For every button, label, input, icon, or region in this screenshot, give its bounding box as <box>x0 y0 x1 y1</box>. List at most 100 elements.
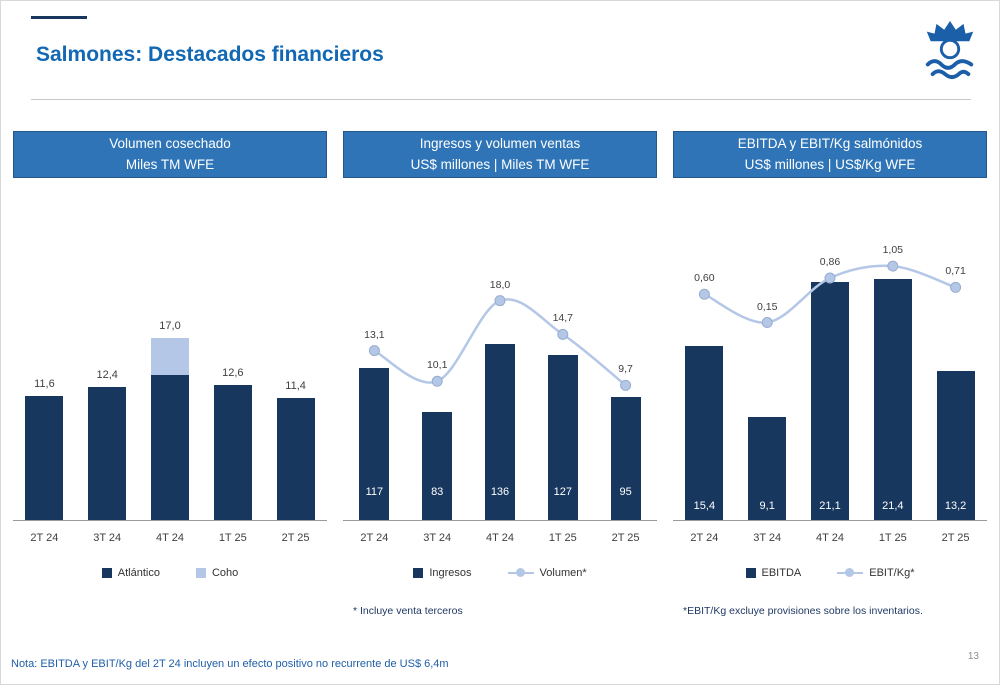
category-label: 2T 25 <box>281 532 310 544</box>
bar-segment <box>610 396 641 520</box>
line-point-label: 10,1 <box>426 359 448 372</box>
category-label: 4T 24 <box>816 532 844 544</box>
category-label: 1T 25 <box>548 532 577 544</box>
line-point-label: 0,71 <box>945 265 966 278</box>
line-series <box>368 295 632 391</box>
banner-line2: US$ millones | US$/Kg WFE <box>744 156 916 172</box>
bar-segment <box>748 417 787 520</box>
category-label: 2T 24 <box>360 532 389 544</box>
category-label: 2T 25 <box>611 532 640 544</box>
accent-line <box>31 16 87 19</box>
bar-value-label: 17,0 <box>159 319 181 332</box>
line-point-label: 0,86 <box>819 255 841 268</box>
charts-row: 11,6 12,4 17,0 12,6 11,4 2T 24 3T 24 4T 24 1T 2… <box>13 241 987 617</box>
footer-note: Nota: EBITDA y EBIT/Kg del 2T 24 incluye… <box>11 658 449 670</box>
legend-swatch-icon <box>745 568 756 578</box>
bar-segment <box>936 371 975 520</box>
legend-swatch-icon <box>101 568 112 578</box>
line-point-label: 0,15 <box>756 300 778 313</box>
category-label: 4T 24 <box>156 532 184 544</box>
banner-line2: Miles TM WFE <box>125 156 215 172</box>
legend-label: Atlántico <box>117 567 160 579</box>
chart-headers: Volumen cosechado Miles TM WFE Ingresos … <box>13 131 987 178</box>
bar-segment <box>213 384 252 520</box>
legend-label: EBIT/Kg* <box>869 567 915 579</box>
legend-label: Coho <box>211 567 239 579</box>
line-point-label: 14,7 <box>552 312 574 325</box>
bar-value-label: 127 <box>553 486 572 498</box>
neptune-logo-icon <box>925 21 974 79</box>
bar-segment <box>685 346 724 520</box>
chart-header-ingresos: Ingresos y volumen ventas US$ millones |… <box>343 131 657 178</box>
bar-value-label: 13,2 <box>944 500 967 512</box>
line-point-label: 0,60 <box>694 272 715 285</box>
bar-value-label: 12,4 <box>96 368 118 381</box>
category-label: 3T 24 <box>423 532 452 544</box>
banner-line1: Ingresos y volumen ventas <box>419 136 581 152</box>
page-title: Salmones: Destacados financieros <box>36 43 384 66</box>
line-point-label: 1,05 <box>882 244 904 257</box>
bar-segment <box>485 343 515 520</box>
chart-legend: Atlántico Coho <box>13 567 327 579</box>
banner-line1: EBITDA y EBIT/Kg salmónidos <box>737 136 923 152</box>
line-point-label: 13,1 <box>364 328 385 341</box>
line-marker-icon <box>620 379 632 391</box>
category-label: 2T 24 <box>30 532 59 544</box>
bar-value-label: 9,1 <box>759 500 775 512</box>
category-label: 2T 24 <box>690 532 719 544</box>
bar-value-label: 83 <box>431 486 444 498</box>
bar-segment <box>811 282 849 520</box>
bar-segment <box>88 386 127 520</box>
category-label: 2T 25 <box>941 532 970 544</box>
bar-value-label: 117 <box>365 486 384 498</box>
chart-legend: Ingresos Volumen* <box>343 567 657 579</box>
line-marker-icon <box>557 328 569 340</box>
bar-value-label: 21,1 <box>819 500 841 512</box>
legend-item-ebitda: EBITDA <box>745 567 801 579</box>
legend-item-ebit-kg-: EBIT/Kg* <box>837 567 914 579</box>
line-marker-icon <box>698 288 710 300</box>
line-marker-icon <box>761 317 773 329</box>
chart-footnote: * Incluye venta terceros <box>353 605 463 617</box>
legend-line-marker-icon <box>837 568 864 578</box>
legend-swatch-icon <box>413 568 424 578</box>
legend-item-atl-ntico: Atlántico <box>101 567 160 579</box>
title-divider <box>31 99 971 100</box>
line-marker-icon <box>431 375 443 387</box>
bar-segment <box>873 278 912 520</box>
category-label: 3T 24 <box>93 532 122 544</box>
chart-ingresos-volumen-ventas: 117 83 136 127 95 13,1 10,1 18,0 14,7 9,7 2T 24 3T… <box>343 241 657 617</box>
chart-header-volumen: Volumen cosechado Miles TM WFE <box>13 131 327 178</box>
bar-value-label: 21,4 <box>882 500 904 512</box>
plot-area: 15,4 9,1 21,1 21,4 13,2 0,60 0,15 0,86 1,05 0,71 <box>673 241 987 521</box>
line-marker-icon <box>950 281 962 293</box>
category-label: 1T 25 <box>218 532 247 544</box>
category-label: 3T 24 <box>753 532 782 544</box>
line-marker-icon <box>494 295 506 307</box>
chart-legend: EBITDA EBIT/Kg* <box>673 567 987 579</box>
category-axis: 2T 24 3T 24 4T 24 1T 25 2T 25 <box>13 521 327 555</box>
legend-item-coho: Coho <box>195 567 239 579</box>
bar-segment <box>359 368 390 520</box>
bar-segment <box>547 355 578 520</box>
legend-line-marker-icon <box>507 568 534 578</box>
bar-segment <box>25 395 64 520</box>
category-label: 4T 24 <box>486 532 514 544</box>
bar-segment <box>276 397 315 520</box>
bar-value-label: 15,4 <box>693 500 716 512</box>
category-axis: 2T 24 3T 24 4T 24 1T 25 2T 25 <box>343 521 657 555</box>
line-marker-icon <box>887 260 899 272</box>
bar-value-label: 11,6 <box>34 377 55 390</box>
chart-volumen-cosechado: 11,6 12,4 17,0 12,6 11,4 2T 24 3T 24 4T 24 1T 2… <box>13 241 327 617</box>
category-label: 1T 25 <box>878 532 907 544</box>
bar-segment <box>422 412 453 520</box>
page-number: 13 <box>967 651 979 662</box>
line-marker-icon <box>368 345 380 357</box>
bar-value-label: 11,4 <box>285 379 306 392</box>
legend-label: Ingresos <box>429 567 472 579</box>
line-marker-icon <box>824 272 836 284</box>
legend-swatch-icon <box>195 568 206 578</box>
line-series <box>698 260 962 329</box>
company-logo <box>921 19 979 86</box>
